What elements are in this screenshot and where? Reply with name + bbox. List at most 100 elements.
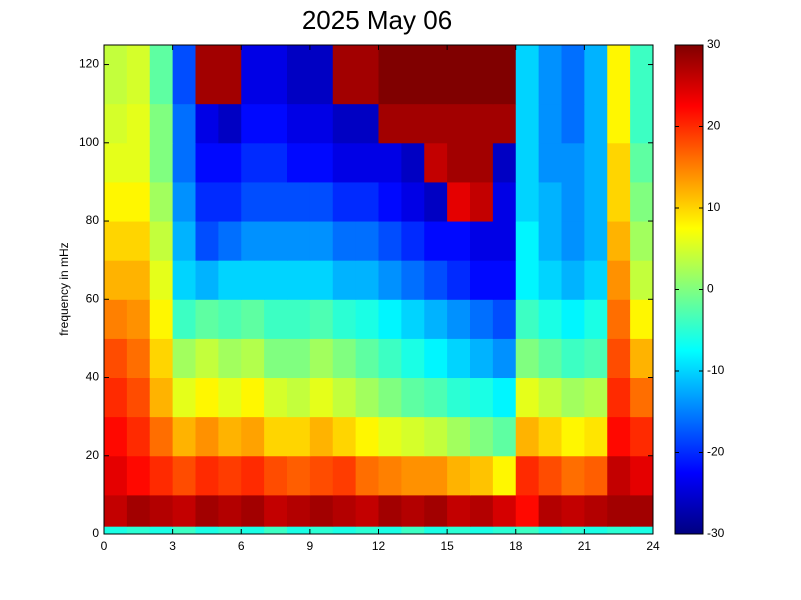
heatmap-cell bbox=[149, 494, 174, 527]
heatmap-cell bbox=[561, 526, 585, 535]
heatmap-cell bbox=[538, 299, 562, 339]
heatmap-cell bbox=[447, 103, 471, 144]
colorbar-tick-label: -30 bbox=[707, 526, 725, 540]
heatmap-cell bbox=[492, 526, 517, 535]
heatmap-cell bbox=[424, 455, 448, 496]
y-tick-label: 40 bbox=[86, 370, 100, 384]
heatmap-cell bbox=[287, 416, 311, 457]
heatmap-cell bbox=[126, 103, 151, 144]
heatmap-cell bbox=[218, 377, 242, 418]
heatmap-cell bbox=[538, 526, 562, 535]
colorbar-tick-label: 20 bbox=[707, 119, 721, 133]
heatmap-cell bbox=[538, 181, 562, 222]
heatmap-cell bbox=[515, 142, 540, 183]
heatmap-cell bbox=[561, 416, 585, 457]
heatmap-cell bbox=[538, 103, 562, 144]
heatmap-cell bbox=[515, 416, 540, 457]
heatmap-cell bbox=[538, 416, 562, 457]
heatmap-cell bbox=[195, 299, 219, 339]
heatmap-cell bbox=[630, 142, 654, 183]
heatmap-cell bbox=[264, 103, 288, 144]
heatmap-cell bbox=[378, 103, 402, 144]
heatmap-cell bbox=[561, 45, 585, 105]
heatmap-cell bbox=[264, 260, 288, 300]
heatmap-cell bbox=[195, 181, 219, 222]
heatmap-cell bbox=[172, 299, 196, 339]
heatmap-cell bbox=[492, 181, 517, 222]
heatmap-cell bbox=[355, 142, 379, 183]
heatmap-cell bbox=[378, 181, 402, 222]
heatmap-cell bbox=[126, 416, 151, 457]
heatmap-cell bbox=[378, 338, 402, 379]
heatmap-cell bbox=[515, 260, 540, 300]
heatmap-cell bbox=[607, 416, 631, 457]
heatmap-cell bbox=[218, 45, 242, 105]
heatmap-cell bbox=[241, 142, 265, 183]
heatmap-cell bbox=[401, 416, 425, 457]
heatmap-cell bbox=[126, 455, 151, 496]
heatmap-cell bbox=[470, 221, 494, 261]
heatmap-cell bbox=[424, 142, 448, 183]
heatmap-cell bbox=[561, 181, 585, 222]
heatmap-cell bbox=[355, 377, 379, 418]
x-tick-label: 9 bbox=[307, 539, 314, 553]
heatmap-cell bbox=[332, 103, 357, 144]
heatmap-cell bbox=[470, 338, 494, 379]
x-tick-label: 0 bbox=[101, 539, 108, 553]
heatmap-cell bbox=[561, 260, 585, 300]
heatmap-cell bbox=[607, 338, 631, 379]
heatmap-cell bbox=[126, 494, 151, 527]
heatmap-cell bbox=[195, 142, 219, 183]
heatmap-cell bbox=[218, 299, 242, 339]
heatmap-cell bbox=[287, 338, 311, 379]
heatmap-cell bbox=[561, 377, 585, 418]
heatmap-cell bbox=[264, 142, 288, 183]
heatmap-cell bbox=[195, 494, 219, 527]
heatmap-cell bbox=[492, 103, 517, 144]
heatmap-cell bbox=[332, 494, 357, 527]
x-tick-label: 3 bbox=[169, 539, 176, 553]
heatmap-cell bbox=[104, 416, 128, 457]
y-tick-label: 100 bbox=[79, 135, 99, 149]
heatmap-cell bbox=[149, 45, 174, 105]
heatmap-cell bbox=[424, 45, 448, 105]
heatmap-cell bbox=[584, 142, 608, 183]
heatmap-cell bbox=[332, 377, 357, 418]
heatmap-cell bbox=[332, 260, 357, 300]
heatmap-cell bbox=[630, 299, 654, 339]
heatmap-cell bbox=[104, 181, 128, 222]
heatmap-cell bbox=[309, 181, 334, 222]
heatmap-cell bbox=[378, 494, 402, 527]
heatmap-cell bbox=[332, 181, 357, 222]
heatmap-cell bbox=[241, 45, 265, 105]
heatmap-cell bbox=[126, 181, 151, 222]
heatmap-cell bbox=[378, 45, 402, 105]
heatmap-cell bbox=[104, 299, 128, 339]
heatmap-cell bbox=[309, 338, 334, 379]
heatmap-cell bbox=[630, 338, 654, 379]
heatmap-cell bbox=[172, 377, 196, 418]
heatmap-cell bbox=[241, 181, 265, 222]
heatmap-cell bbox=[241, 416, 265, 457]
heatmap-cell bbox=[515, 181, 540, 222]
heatmap-cell bbox=[447, 494, 471, 527]
heatmap-cell bbox=[195, 221, 219, 261]
heatmap-cell bbox=[172, 181, 196, 222]
heatmap-cell bbox=[401, 494, 425, 527]
heatmap-cell bbox=[195, 45, 219, 105]
heatmap-cell bbox=[241, 221, 265, 261]
heatmap-cell bbox=[515, 299, 540, 339]
heatmap-cell bbox=[104, 103, 128, 144]
heatmap-cell bbox=[218, 181, 242, 222]
heatmap-cell bbox=[218, 221, 242, 261]
heatmap-cell bbox=[607, 377, 631, 418]
heatmap-cell bbox=[378, 299, 402, 339]
heatmap-cell bbox=[447, 526, 471, 535]
heatmap-cell bbox=[332, 45, 357, 105]
heatmap-cell bbox=[264, 181, 288, 222]
heatmap-cell bbox=[515, 455, 540, 496]
heatmap-cell bbox=[538, 455, 562, 496]
heatmap-cell bbox=[104, 455, 128, 496]
heatmap-cell bbox=[470, 142, 494, 183]
